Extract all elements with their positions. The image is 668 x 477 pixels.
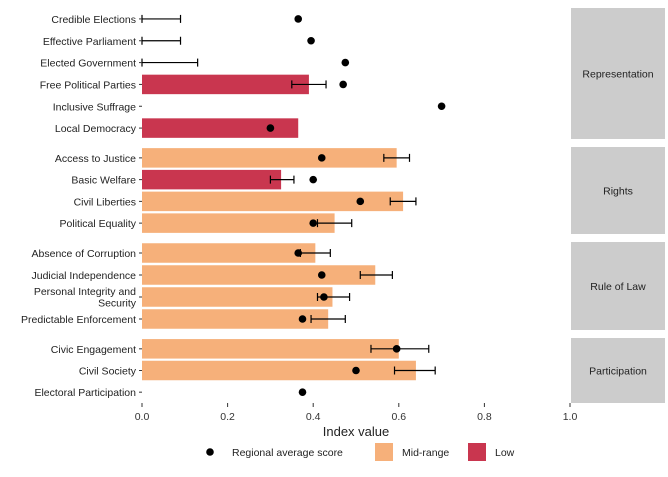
category-label: Access to Justice: [55, 153, 136, 165]
category-label: Personal Integrity and: [34, 286, 136, 298]
facet-strip-participation: [571, 338, 665, 403]
legend-key-regional: [206, 448, 214, 456]
regional-point-civil-liberties: [356, 197, 365, 206]
bar-access-to-justice: [142, 148, 397, 168]
x-tick-label: 0.4: [306, 411, 321, 423]
category-label: Civil Liberties: [74, 196, 136, 208]
x-tick-label: 0.0: [135, 411, 150, 423]
facet-strip-representation: [571, 8, 665, 139]
facet-strips: Representation Rights Rule of Law Participa…: [571, 8, 665, 403]
legend-key-low: [468, 443, 486, 461]
regional-point-electoral-participation: [298, 388, 307, 396]
facet-strip-rule-of-law: [571, 242, 665, 330]
category-label: Electoral Participation: [34, 387, 136, 399]
regional-point-access-to-justice: [317, 154, 326, 162]
legend-label: Regional average score: [232, 447, 343, 459]
category-label: Basic Welfare: [71, 175, 136, 187]
legend-label: Mid-range: [402, 447, 449, 459]
bar-civil-society: [142, 360, 416, 381]
category-label: Inclusive Suffrage: [53, 101, 136, 113]
facet-strip-label: Rights: [603, 186, 633, 198]
regional-point-judicial-independence: [317, 271, 326, 279]
bar-local-democracy: [142, 118, 299, 138]
category-label: Predictable Enforcement: [21, 314, 136, 326]
bar-absence-of-corruption: [142, 243, 316, 263]
category-label: Civil Society: [79, 366, 137, 378]
regional-point-personal-integrity-and-security: [320, 293, 328, 301]
bar-predictable-enforcement: [142, 309, 329, 329]
bar-civic-engagement: [142, 339, 399, 359]
x-tick-label: 0.8: [477, 411, 492, 423]
category-label: Elected Government: [40, 58, 136, 70]
regional-point-inclusive-suffrage: [437, 102, 446, 111]
x-tick-label: 0.6: [391, 411, 406, 423]
regional-point-basic-welfare: [309, 175, 318, 184]
regional-point-civic-engagement: [392, 345, 401, 353]
panel-representation: [142, 8, 570, 139]
category-label: Political Equality: [60, 218, 137, 230]
regional-point-predictable-enforcement: [298, 315, 307, 323]
bar-political-equality: [142, 213, 335, 233]
category-label: Civic Engagement: [51, 344, 136, 356]
regional-point-elected-government: [341, 58, 350, 67]
x-tick-label: 1.0: [563, 411, 578, 423]
category-label: Credible Elections: [51, 14, 136, 26]
x-axis: 0.0 0.2 0.4 0.6 0.8 1.0: [135, 403, 578, 423]
legend-label: Low: [495, 447, 515, 459]
regional-points: [266, 15, 446, 396]
legend: Regional average score Mid-range Low: [206, 443, 515, 461]
bar-judicial-independence: [142, 265, 376, 285]
facet-strip-rights: [571, 147, 665, 234]
regional-point-free-political-parties: [339, 80, 347, 89]
category-label: Security: [98, 298, 137, 310]
facet-strip-label: Rule of Law: [590, 281, 646, 293]
category-label: Effective Parliament: [43, 36, 136, 48]
category-label: Local Democracy: [55, 123, 137, 135]
regional-point-political-equality: [309, 219, 318, 227]
regional-point-civil-society: [352, 366, 360, 375]
error-bars: [141, 14, 436, 375]
regional-point-absence-of-corruption: [294, 249, 303, 257]
bar-basic-welfare: [142, 169, 282, 190]
facet-strip-label: Representation: [582, 69, 653, 81]
category-label: Free Political Parties: [40, 79, 136, 91]
legend-key-mid-range: [375, 443, 393, 461]
bar-free-political-parties: [142, 74, 309, 95]
category-labels: Credible Elections Effective Parliament El…: [21, 14, 142, 399]
regional-point-credible-elections: [294, 15, 303, 23]
bar-personal-integrity-and-security: [142, 287, 333, 307]
bars: [142, 74, 416, 381]
category-label: Absence of Corruption: [32, 248, 137, 260]
x-axis-title: Index value: [323, 424, 390, 439]
x-tick-label: 0.2: [220, 411, 235, 423]
category-label: Judicial Independence: [32, 270, 137, 282]
regional-point-local-democracy: [266, 124, 275, 132]
regional-point-effective-parliament: [307, 36, 315, 45]
facet-strip-label: Participation: [589, 366, 647, 378]
bar-civil-liberties: [142, 191, 404, 212]
